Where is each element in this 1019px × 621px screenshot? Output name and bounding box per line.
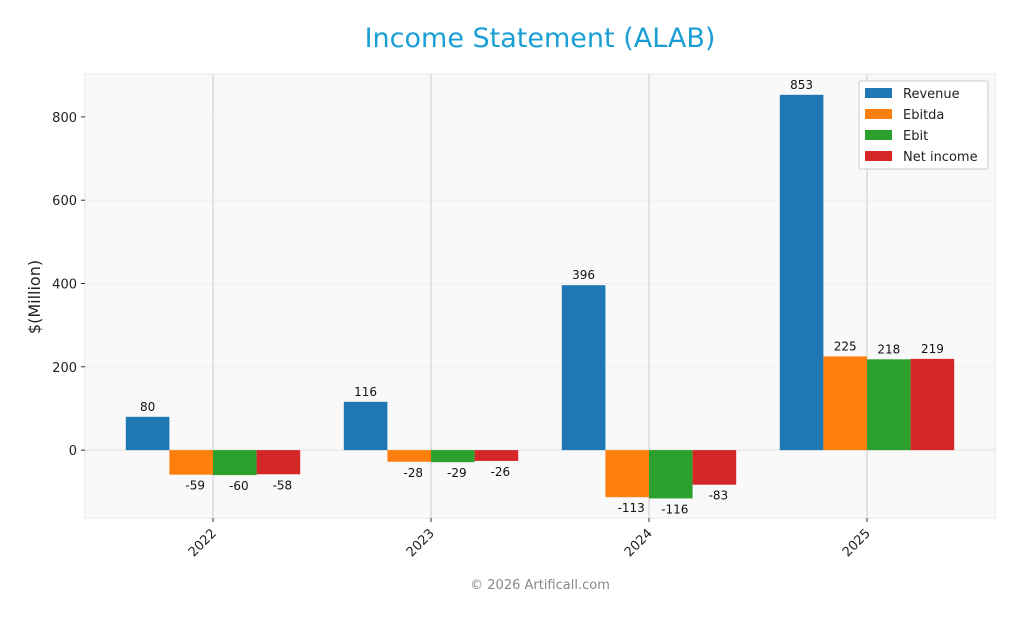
- data-label: 853: [790, 78, 813, 92]
- legend-box: [858, 80, 989, 170]
- x-tick-label: 2023: [404, 526, 438, 560]
- data-label: -116: [661, 502, 688, 516]
- bar-ebit: [867, 359, 911, 451]
- bar-ebit: [213, 450, 257, 476]
- data-label: 116: [354, 385, 377, 399]
- legend: Revenue Ebitda Ebit Net income: [858, 80, 989, 170]
- y-axis-label: $(Million): [25, 260, 44, 334]
- y-tick-label: 800: [52, 111, 77, 126]
- data-label: -113: [618, 501, 645, 515]
- data-label: -58: [273, 478, 293, 492]
- bar-revenue: [779, 94, 824, 451]
- footer-copyright: © 2026 Artificall.com: [470, 578, 610, 593]
- legend-label: Ebitda: [903, 108, 944, 123]
- y-tick-label: 0: [69, 444, 77, 459]
- bar-net-income: [474, 450, 519, 461]
- y-tick-label: 400: [52, 278, 77, 293]
- data-label: -83: [709, 489, 729, 503]
- data-label: -26: [491, 465, 511, 479]
- bar-net-income: [256, 450, 301, 475]
- data-label: -60: [229, 479, 249, 493]
- bar-ebit: [649, 450, 693, 499]
- legend-swatch: [865, 151, 892, 161]
- legend-label: Revenue: [903, 87, 960, 102]
- chart-title: Income Statement (ALAB): [365, 23, 716, 54]
- legend-swatch: [865, 130, 892, 140]
- data-label: -28: [403, 466, 423, 480]
- data-label: 225: [834, 339, 857, 353]
- bar-ebitda: [823, 356, 867, 451]
- legend-label: Ebit: [903, 129, 928, 144]
- bar-net-income: [692, 450, 737, 485]
- bar-net-income: [910, 358, 955, 451]
- bar-ebitda: [169, 450, 213, 475]
- legend-swatch: [865, 88, 892, 98]
- bar-ebitda: [387, 450, 431, 462]
- legend-label: Net income: [903, 150, 978, 165]
- x-tick-label: 2024: [622, 526, 656, 560]
- data-label: -59: [185, 479, 205, 493]
- y-tick-label: 600: [52, 194, 77, 209]
- bar-revenue: [343, 401, 388, 451]
- bar-revenue: [125, 416, 170, 451]
- bar-ebit: [431, 450, 475, 463]
- legend-swatch: [865, 109, 892, 119]
- data-label: 80: [140, 400, 155, 414]
- data-label: 219: [921, 342, 944, 356]
- x-tick-label: 2022: [186, 526, 220, 560]
- bar-ebitda: [605, 450, 649, 498]
- bar-revenue: [561, 285, 606, 451]
- data-label: 396: [572, 268, 595, 282]
- data-label: -29: [447, 466, 467, 480]
- data-label: 218: [877, 342, 900, 356]
- y-tick-label: 200: [52, 361, 77, 376]
- x-tick-label: 2025: [840, 526, 874, 560]
